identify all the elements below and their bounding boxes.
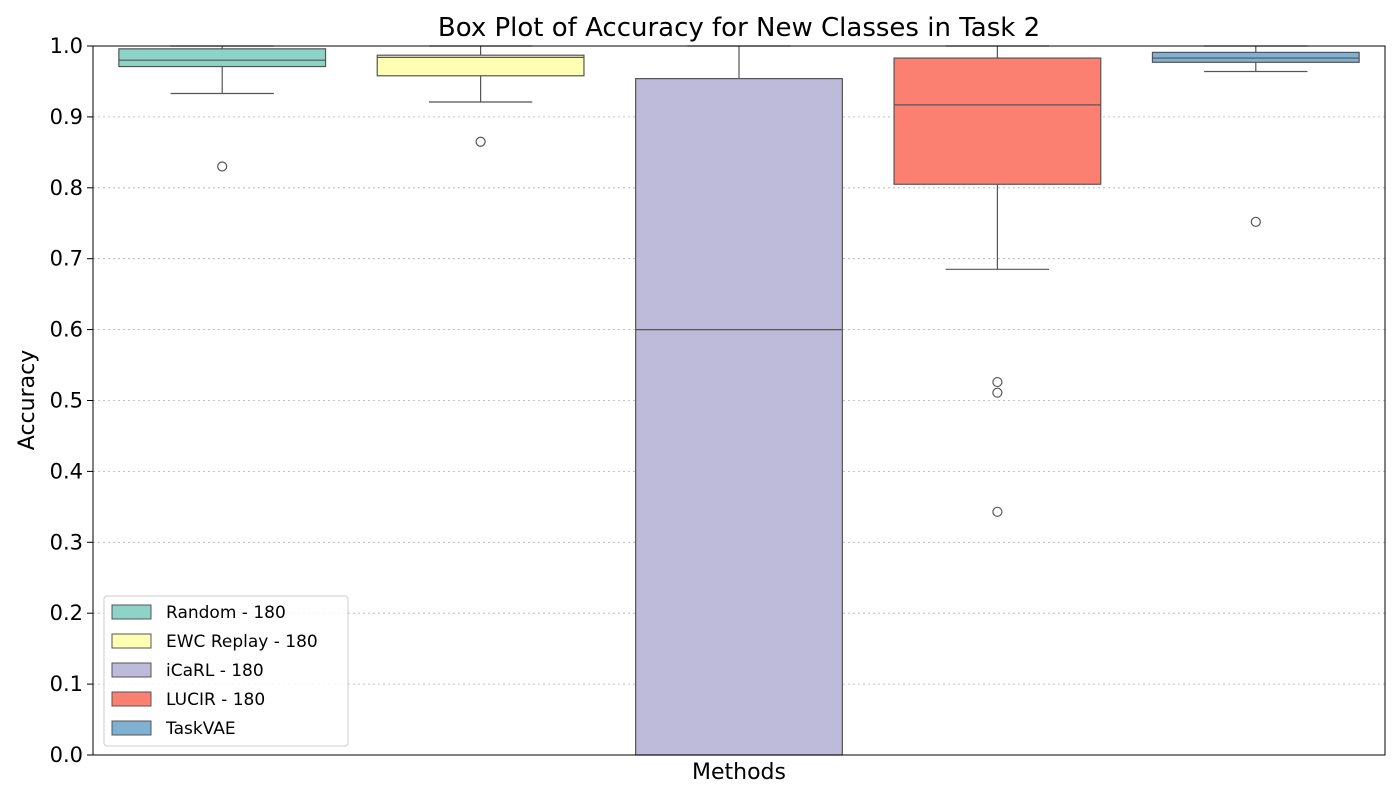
box [118, 48, 327, 68]
box [1151, 51, 1360, 63]
outlier-point [1250, 216, 1261, 227]
chart-title: Box Plot of Accuracy for New Classes in … [438, 13, 1040, 43]
y-tick-label: 0.0 [50, 743, 83, 767]
y-tick-label: 0.9 [50, 105, 83, 129]
legend-swatch [111, 633, 152, 649]
y-tick-label: 1.0 [50, 34, 83, 58]
outlier-point [992, 376, 1003, 388]
y-axis-label: Accuracy [15, 350, 40, 450]
box [376, 54, 585, 77]
outlier-point [992, 506, 1003, 517]
legend-label: Random - 180 [166, 603, 286, 623]
y-tick-label: 0.1 [50, 672, 83, 696]
outlier-point [475, 136, 486, 147]
legend-items: Random - 180 EWC Replay - 180 iCaRL - 180 L… [111, 603, 318, 739]
outlier-point [992, 387, 1003, 398]
y-tick-label: 0.6 [50, 318, 83, 342]
box [635, 78, 843, 756]
box-group [635, 45, 843, 756]
legend: Random - 180 EWC Replay - 180 iCaRL - 180 L… [103, 595, 349, 747]
legend-frame [103, 595, 349, 747]
legend-label: iCaRL - 180 [166, 661, 264, 681]
x-axis-label: Methods [692, 760, 786, 785]
box-group [376, 45, 585, 147]
y-tick-label: 0.2 [50, 601, 83, 625]
legend-label: EWC Replay - 180 [166, 632, 318, 652]
y-tick-label: 0.5 [50, 389, 83, 413]
box-group [1151, 45, 1360, 227]
legend-label: LUCIR - 180 [166, 690, 265, 710]
box-group [118, 45, 327, 172]
y-tick-label: 0.7 [50, 247, 83, 271]
legend-label: TaskVAE [165, 719, 236, 739]
boxes-layer [118, 45, 1360, 756]
box-group [893, 45, 1102, 517]
y-axis-ticks: 0.0 0.1 0.2 0.3 0.4 0.5 0.6 0.7 0.8 0.9 1.0 [50, 34, 93, 767]
y-tick-label: 0.4 [50, 459, 83, 483]
legend-swatch [111, 604, 152, 620]
legend-swatch [111, 662, 152, 678]
y-tick-label: 0.8 [50, 176, 83, 200]
box [893, 57, 1102, 185]
outlier-point [217, 161, 228, 172]
y-tick-label: 0.3 [50, 530, 83, 554]
legend-swatch [111, 720, 152, 736]
legend-swatch [111, 691, 152, 707]
